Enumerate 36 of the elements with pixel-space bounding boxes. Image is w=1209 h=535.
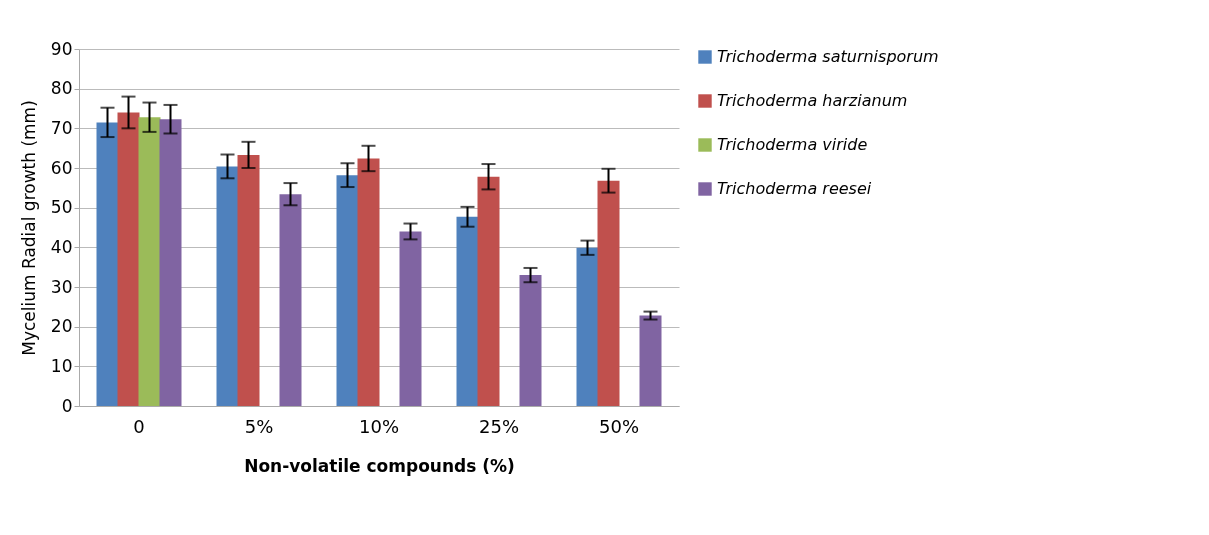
bar <box>519 275 542 406</box>
legend-label: Trichoderma harzianum <box>717 91 908 110</box>
bar <box>117 112 140 406</box>
bar <box>357 158 380 406</box>
bar <box>138 117 161 406</box>
bar <box>159 119 182 406</box>
y-tick-label: 50 <box>50 197 73 218</box>
x-axis-title: Non-volatile compounds (%) <box>244 455 515 476</box>
y-axis-title: Mycelium Radial growth (mm) <box>18 100 39 356</box>
y-tick-label: 60 <box>50 157 73 178</box>
y-tick-label: 20 <box>50 316 73 337</box>
x-tick-label: 25% <box>478 415 520 437</box>
bar <box>576 247 599 406</box>
bar <box>216 166 239 406</box>
bar <box>456 216 479 406</box>
x-tick-label: 50% <box>598 415 640 437</box>
bar <box>336 175 359 406</box>
y-tick-label: 10 <box>50 355 73 376</box>
x-tick-label: 10% <box>358 415 400 437</box>
legend-label: Trichoderma saturnisporum <box>717 47 939 66</box>
x-tick-label: 0 <box>133 415 145 437</box>
bar <box>399 231 422 406</box>
bar <box>597 180 620 406</box>
bar <box>237 154 260 406</box>
legend-label: Trichoderma reesei <box>717 179 872 198</box>
legend-label: Trichoderma viride <box>717 135 868 154</box>
y-tick-label: 90 <box>50 38 73 59</box>
y-tick-label: 80 <box>50 78 73 99</box>
bar <box>279 194 302 406</box>
y-tick-label: 40 <box>50 236 73 257</box>
bar <box>477 176 500 406</box>
bar <box>96 122 119 406</box>
y-tick-label: 30 <box>50 276 73 297</box>
y-tick-label: 70 <box>50 117 73 138</box>
y-tick-label: 0 <box>61 395 73 416</box>
x-tick-label: 5% <box>244 415 274 437</box>
